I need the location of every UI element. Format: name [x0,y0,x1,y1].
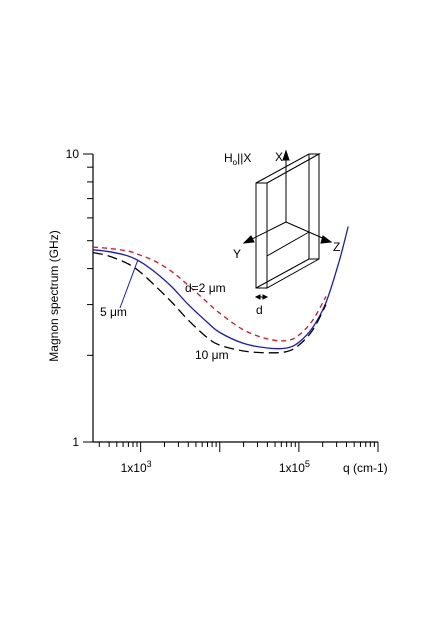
x-tick-label: 1x105 [279,459,310,475]
y-axis-label: Magnon spectrum (GHz) [47,230,61,361]
slab-inner-line [266,231,310,257]
x-axis-label: q (cm-1) [343,461,388,475]
y-axis-arrow [249,221,287,241]
inset-z-label: Z [333,240,340,254]
series-annotation-pointer [119,259,139,309]
slab-front-face [255,182,268,289]
inset-x-label: X [275,150,283,164]
thickness-arrow-left [254,294,261,300]
series-annotation-3: 10 μm [195,348,229,362]
chart-axes [92,154,378,443]
thickness-arrow-right [262,294,269,300]
y-tick-label: 1 [72,435,79,449]
y-tick-label: 10 [66,147,80,161]
inset-slab-diagram [242,149,333,300]
y-axis-arrowhead [242,235,255,244]
inset-thickness-label: d [256,303,263,317]
data-series [92,226,349,354]
x-tick-label: 1x103 [121,459,152,475]
inset-field-label: Ho||X [224,151,251,167]
series-line-1 [92,246,327,342]
series-annotation-2: 5 μm [100,305,127,319]
x-axis-arrowhead [282,149,290,161]
series-annotations: d=2 μm 5 μm 10 μm [100,259,229,362]
tick-labels: 1 10 1x103 1x105 [66,147,310,475]
inset-y-label: Y [233,247,241,261]
series-line-3 [92,251,327,354]
series-annotation-1: d=2 μm [185,281,226,295]
z-axis-arrowhead [320,235,333,244]
series-line-2 [92,226,349,350]
chart-ticks [83,153,379,452]
z-axis-arrow [285,221,328,241]
slab-hidden-edge-1 [255,258,310,289]
